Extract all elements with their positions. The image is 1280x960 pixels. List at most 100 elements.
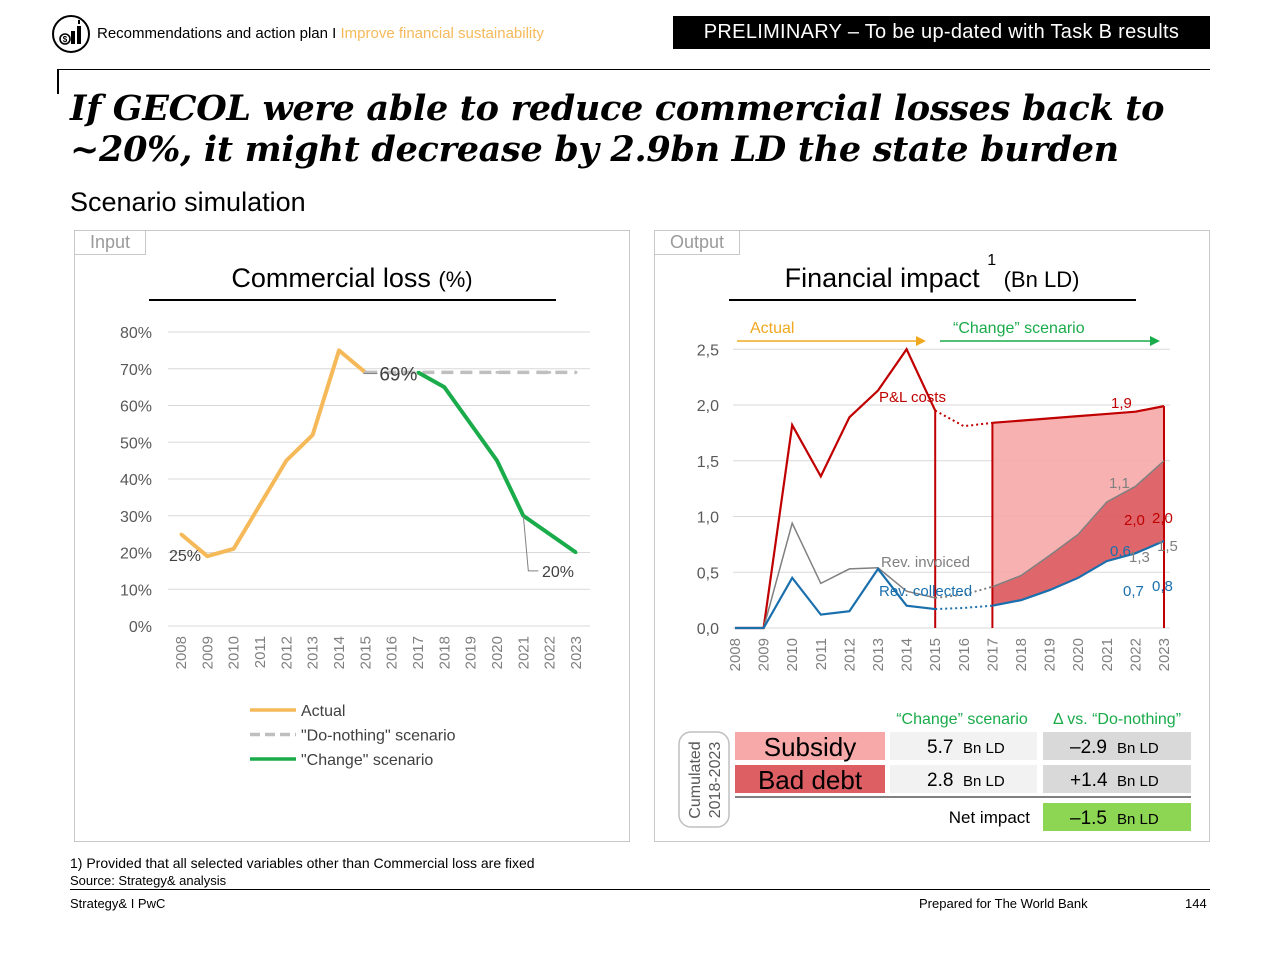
- data-point-change-scenario: [574, 551, 578, 554]
- summary-row-delta-unit: Bn LD: [1117, 773, 1159, 790]
- x-tick-label: 2010: [784, 638, 801, 671]
- net-impact-unit: Bn LD: [1117, 811, 1159, 828]
- period-arrowhead-change: [1150, 336, 1160, 346]
- x-tick-label: 2019: [463, 636, 480, 669]
- y-tick-label: 30%: [120, 509, 152, 526]
- breadcrumb: Recommendations and action plan I Improv…: [97, 25, 544, 42]
- summary-row-label-bg-subsidy: [735, 732, 885, 760]
- summary-header-delta: Δ vs. “Do-nothing”: [1053, 711, 1181, 728]
- summary-row-value-unit: Bn LD: [963, 773, 1005, 790]
- y-tick-label: 80%: [120, 325, 152, 342]
- x-tick-label: 2012: [278, 636, 295, 669]
- y-tick-label: 40%: [120, 472, 152, 489]
- input-panel: Input Commercial loss (%): [74, 230, 630, 842]
- summary-row-label-bg-bad-debt: [735, 765, 885, 793]
- data-point-actual: [311, 433, 315, 437]
- x-tick-label: 2010: [226, 636, 243, 669]
- x-tick-label: 2014: [331, 636, 348, 669]
- series-line-rev-collected-transition: [935, 604, 993, 611]
- x-tick-label: 2017: [984, 638, 1001, 671]
- bad-debt-area: [992, 460, 1164, 606]
- data-point-change-scenario: [469, 422, 473, 426]
- y-tick-label: 0%: [129, 619, 152, 636]
- summary-row-label-bad-debt: Bad debt: [758, 765, 863, 795]
- x-tick-label: 2015: [357, 636, 374, 669]
- data-point-actual: [337, 348, 341, 352]
- net-impact-label: Net impact: [949, 808, 1031, 827]
- data-point-actual: [205, 554, 209, 558]
- commercial-loss-title: Commercial loss (%): [75, 263, 629, 294]
- summary-row-value-bg: [890, 765, 1037, 793]
- series-line-rev-collected-actual: [735, 567, 936, 630]
- summary-row-delta-bg: [1043, 765, 1191, 793]
- summary-row-delta-bad-debt: +1.4: [1070, 770, 1108, 791]
- cumulated-label-line2: 2018-2023: [707, 742, 724, 819]
- summary-row-value-bad-debt: 2.8: [927, 770, 953, 791]
- data-point-do-nothing-scenario: [548, 370, 552, 374]
- legend-label-do-nothing-scenario: "Do-nothing" scenario: [301, 728, 456, 745]
- x-tick-label: 2020: [1070, 638, 1087, 671]
- x-tick-label: 2011: [252, 636, 269, 668]
- y-tick-label: 1,5: [697, 454, 719, 471]
- summary-row-delta-subsidy: –2.9: [1070, 737, 1107, 758]
- footnote-text: Provided that all selected variables oth…: [86, 855, 535, 871]
- data-label: 69%: [379, 364, 417, 385]
- x-tick-label: 2013: [305, 636, 322, 669]
- period-label-change: “Change” scenario: [953, 320, 1085, 337]
- header-rule-tick: [57, 69, 59, 94]
- value-annotation: 0,7: [1123, 583, 1144, 600]
- x-tick-label: 2014: [899, 638, 916, 671]
- x-tick-label: 2018: [1013, 638, 1030, 671]
- data-point-actual: [232, 547, 236, 551]
- value-annotation: 2,0: [1124, 512, 1145, 529]
- summary-row-value-bg: [890, 732, 1037, 760]
- data-label: 25%: [169, 548, 201, 565]
- series-line-p-l-costs-scenario: [992, 405, 1165, 424]
- value-annotation: 0,6: [1110, 543, 1131, 560]
- value-annotation: 2,0: [1152, 510, 1173, 527]
- x-tick-label: 2018: [436, 636, 453, 669]
- x-tick-label: 2022: [542, 636, 559, 669]
- x-tick-label: 2020: [489, 636, 506, 669]
- y-tick-label: 1,0: [697, 510, 719, 527]
- series-label-rev-collected: Rev. collected: [879, 583, 972, 600]
- data-label: 20%: [542, 564, 574, 581]
- data-point-change-scenario: [416, 370, 420, 374]
- x-tick-label: 2016: [384, 636, 401, 669]
- data-point-do-nothing-scenario: [390, 370, 394, 374]
- data-point-do-nothing-scenario: [442, 370, 446, 374]
- legend-label-actual: Actual: [301, 703, 345, 720]
- x-tick-label: 2008: [727, 638, 744, 671]
- value-annotation: 1,3: [1129, 549, 1150, 566]
- x-tick-label: 2019: [1042, 638, 1059, 671]
- summary-row-value-subsidy: 5.7: [927, 737, 953, 758]
- y-tick-label: 60%: [120, 399, 152, 416]
- data-point-do-nothing-scenario: [521, 370, 525, 374]
- page-subtitle: Scenario simulation: [70, 187, 306, 217]
- output-tab: Output: [654, 230, 741, 255]
- subsidy-area: [992, 406, 1164, 587]
- source-note: Source: Strategy& analysis: [70, 873, 227, 888]
- y-tick-label: 0,0: [697, 621, 719, 638]
- y-tick-label: 2,5: [697, 342, 719, 359]
- data-point-actual: [284, 459, 288, 463]
- data-point-actual: [258, 503, 262, 507]
- financial-impact-title: Financial impact 1 (Bn LD): [655, 252, 1209, 294]
- x-tick-label: 2023: [568, 636, 585, 669]
- preliminary-banner: PRELIMINARY – To be up-dated with Task B…: [673, 16, 1210, 49]
- x-tick-label: 2017: [410, 636, 427, 669]
- x-tick-label: 2013: [870, 638, 887, 671]
- commercial-loss-title-text: Commercial loss: [231, 263, 431, 293]
- financial-impact-title-rule: [729, 299, 1136, 301]
- legend-label-change-scenario: "Change" scenario: [301, 752, 433, 769]
- cumulated-label-box: [678, 731, 730, 828]
- data-label-leader: [522, 515, 539, 572]
- x-tick-label: 2009: [199, 636, 216, 669]
- series-line-rev-invoiced-actual: [735, 521, 936, 629]
- output-panel: Output Financial impact 1 (Bn LD): [654, 230, 1210, 842]
- data-point-actual: [179, 532, 183, 536]
- value-annotation: 1,5: [1157, 538, 1178, 555]
- x-tick-label: 2015: [927, 638, 944, 671]
- value-annotation: 1,1: [1109, 475, 1130, 492]
